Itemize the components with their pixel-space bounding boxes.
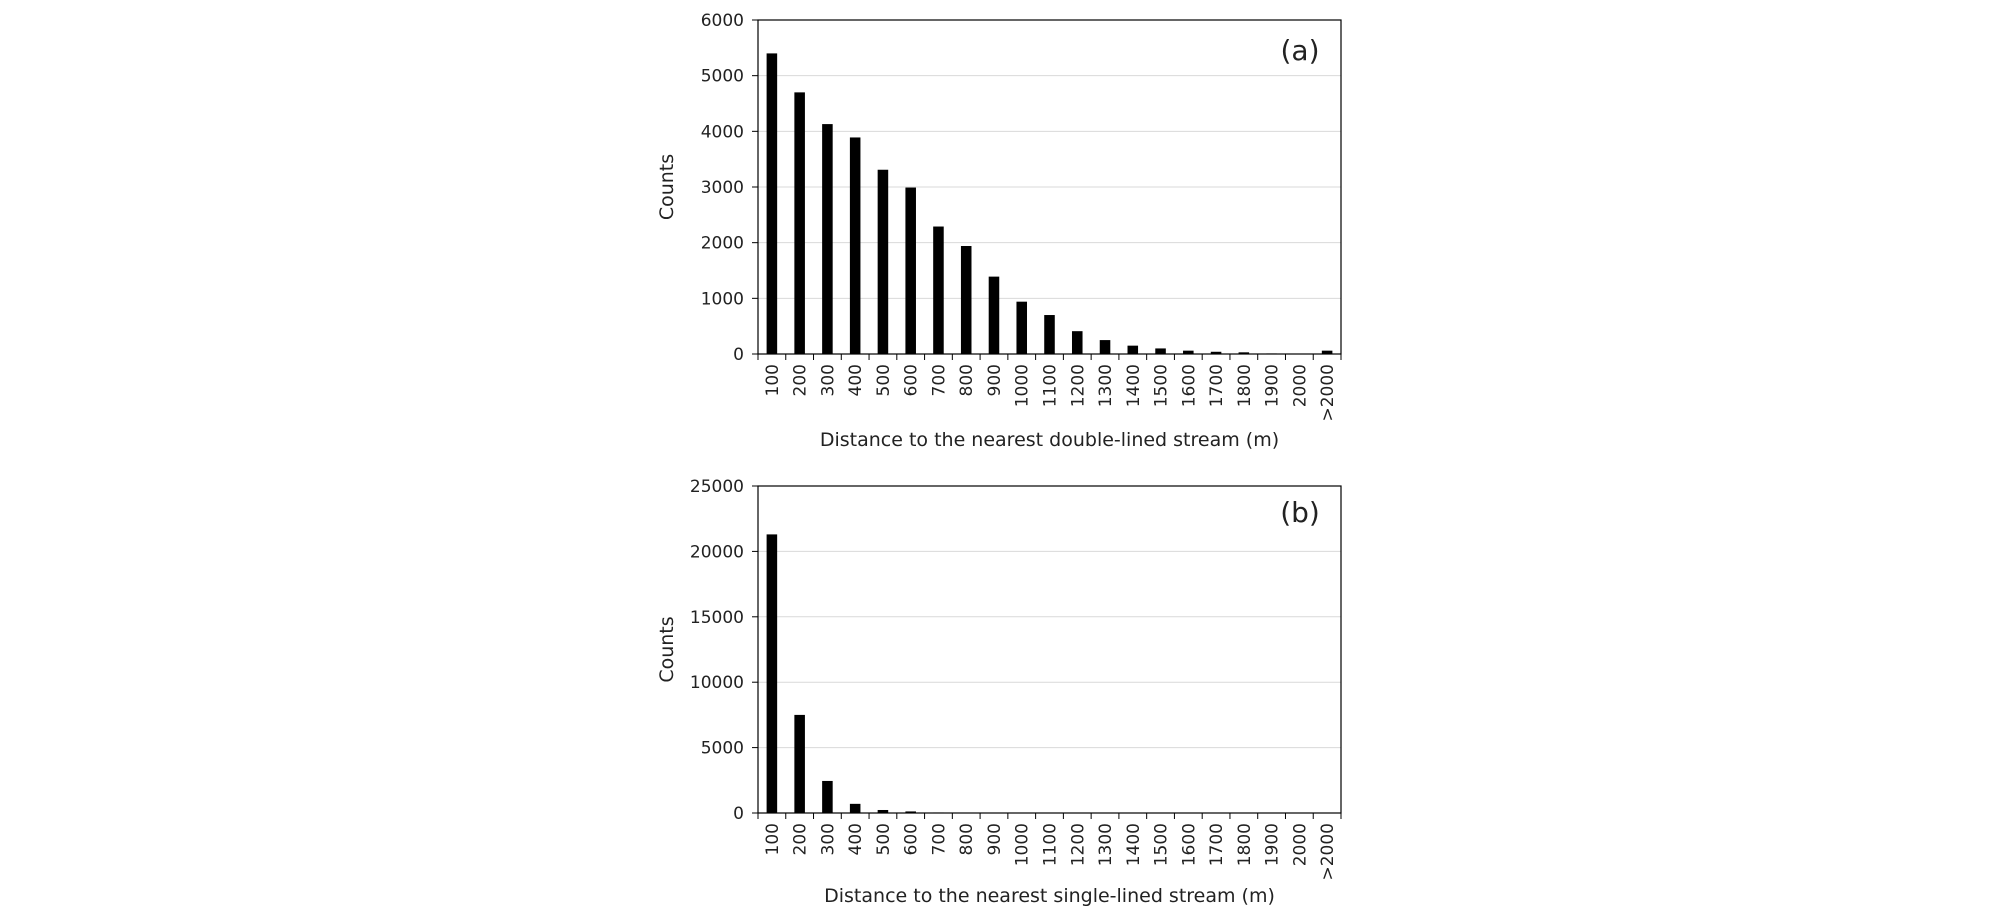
x-tick-label: 100	[763, 364, 783, 396]
y-tick-label: 1000	[701, 289, 744, 309]
panel-label: (a)	[1280, 34, 1319, 67]
y-tick-label: 3000	[701, 178, 744, 198]
plot-frame	[757, 19, 1342, 355]
bar	[822, 124, 833, 354]
y-tick-label: 5000	[701, 67, 744, 87]
bar	[1238, 352, 1250, 354]
panel-label: (b)	[1280, 496, 1320, 529]
x-tick-label: 900	[985, 823, 1005, 855]
bar	[822, 780, 833, 813]
x-tick-label: 1100	[1041, 823, 1061, 866]
x-tick-label: 1600	[1179, 364, 1199, 407]
x-tick-label: 1200	[1068, 364, 1088, 407]
bar	[933, 226, 944, 354]
y-tick-label: 2000	[701, 234, 744, 254]
y-axis-title: Counts	[656, 154, 678, 220]
x-tick-label: 1000	[1013, 823, 1033, 866]
x-tick-label: 1300	[1096, 823, 1116, 866]
bar	[1071, 331, 1083, 354]
x-tick-label: 500	[874, 364, 894, 396]
x-tick-label: 1800	[1235, 364, 1255, 407]
x-axis-title: Distance to the nearest single-lined str…	[824, 885, 1275, 907]
bar	[794, 714, 805, 813]
x-tick-label: 2000	[1290, 823, 1310, 866]
x-tick-label: 1100	[1041, 364, 1061, 407]
x-tick-label: 1900	[1263, 364, 1283, 407]
x-tick-label: 1400	[1124, 364, 1144, 407]
x-axis-title: Distance to the nearest double-lined str…	[820, 429, 1279, 451]
y-tick-label: 6000	[701, 11, 744, 31]
x-tick-label: 700	[929, 364, 949, 396]
bar	[877, 169, 889, 354]
x-tick-label: 800	[957, 364, 977, 396]
x-tick-label: 500	[874, 823, 894, 855]
plot-frame	[757, 485, 1342, 814]
x-tick-label: 1700	[1207, 364, 1227, 407]
bar	[1183, 350, 1194, 354]
x-tick-label: 100	[763, 823, 783, 855]
bar	[1016, 301, 1028, 354]
x-tick-label: 1400	[1124, 823, 1144, 866]
y-tick-label: 0	[733, 345, 744, 365]
x-tick-label: 900	[985, 364, 1005, 396]
x-tick-label: 2000	[1290, 364, 1310, 407]
x-tick-label: 700	[929, 823, 949, 855]
x-tick-label: 800	[957, 823, 977, 855]
bar	[766, 534, 778, 813]
x-tick-label: 400	[846, 823, 866, 855]
x-tick-label: 400	[846, 364, 866, 396]
bar	[1044, 315, 1055, 354]
x-tick-label: 1800	[1235, 823, 1255, 866]
bar	[1210, 351, 1222, 354]
x-tick-label: 1900	[1263, 823, 1283, 866]
x-tick-label: 1300	[1096, 364, 1116, 407]
x-tick-label: 1600	[1179, 823, 1199, 866]
bar	[877, 809, 889, 813]
chart-panel-b: 0 5000 10000 15000 20000 25000 100 200 300 400 500…	[656, 477, 1342, 907]
bar	[988, 276, 1000, 354]
y-tick-label: 15000	[690, 608, 744, 628]
y-tick-label: 20000	[690, 542, 744, 562]
y-tick-label: 0	[733, 804, 744, 824]
x-tick-label: 200	[791, 823, 811, 855]
x-tick-label: >2000	[1318, 364, 1338, 422]
bar	[766, 53, 778, 355]
bar	[1127, 345, 1139, 354]
chart-panel-a: 0 1000 2000 3000 4000 5000 6000 100 200 300 400 500…	[656, 11, 1342, 451]
bar	[960, 246, 972, 354]
bar	[905, 811, 916, 813]
x-tick-label: 600	[902, 823, 922, 855]
bar	[849, 137, 861, 354]
bar	[1099, 340, 1111, 354]
y-tick-label: 4000	[701, 122, 744, 142]
bar	[1321, 350, 1333, 354]
bar	[849, 803, 861, 813]
x-tick-label: 1200	[1068, 823, 1088, 866]
bar	[794, 92, 805, 354]
x-tick-label: >2000	[1318, 823, 1338, 881]
y-tick-label: 5000	[701, 739, 744, 759]
y-axis-title: Counts	[656, 616, 678, 682]
y-tick-label: 25000	[690, 477, 744, 497]
x-tick-label: 300	[818, 823, 838, 855]
x-tick-label: 1500	[1152, 364, 1172, 407]
bar	[905, 187, 916, 354]
x-tick-label: 200	[791, 364, 811, 396]
x-tick-label: 1000	[1013, 364, 1033, 407]
x-tick-label: 600	[902, 364, 922, 396]
bar	[1155, 348, 1166, 354]
x-tick-label: 1700	[1207, 823, 1227, 866]
x-tick-label: 1500	[1152, 823, 1172, 866]
y-tick-label: 10000	[690, 673, 744, 693]
x-tick-label: 300	[818, 364, 838, 396]
